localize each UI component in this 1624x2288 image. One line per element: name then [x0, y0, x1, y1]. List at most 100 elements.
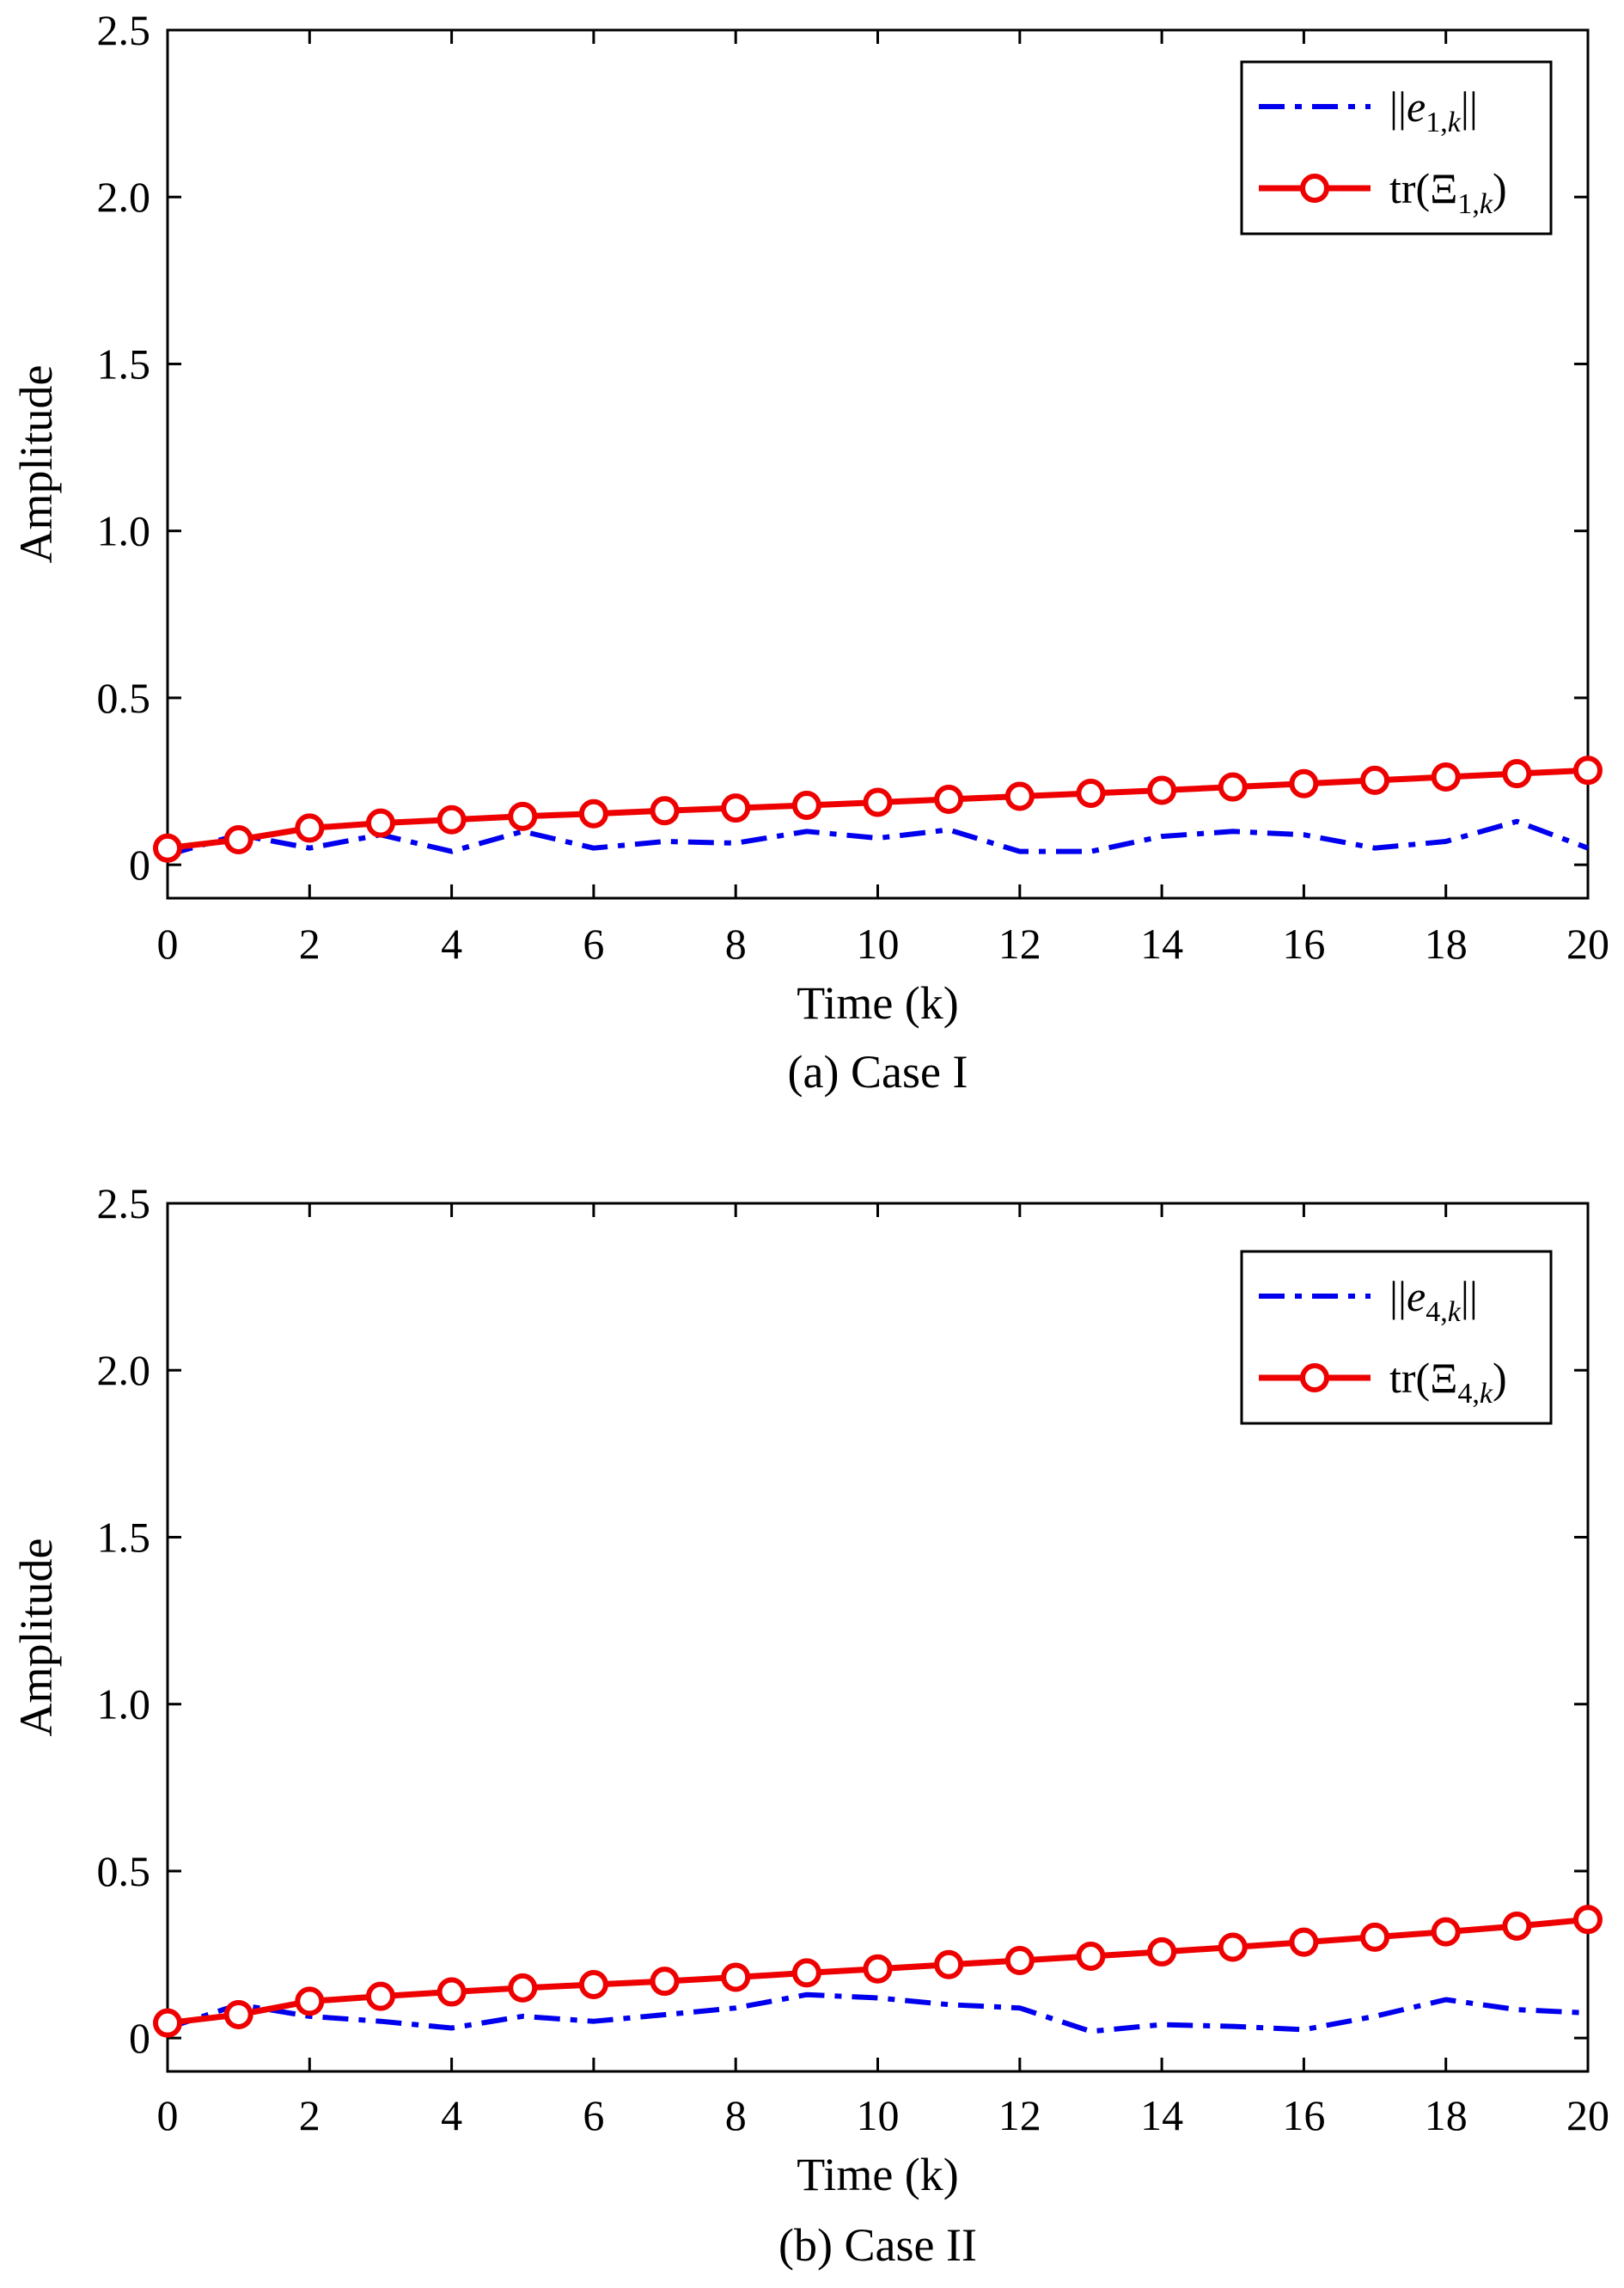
- legend-text-symbol: Ξ: [1430, 164, 1457, 212]
- data-point-marker: [1502, 1912, 1532, 1942]
- data-point-marker: [508, 801, 538, 831]
- x-tick-label: 0: [157, 2091, 179, 2139]
- data-point-marker: [1147, 775, 1177, 805]
- data-point-marker: [578, 1970, 608, 1999]
- y-tick-label: 1.0: [97, 507, 151, 555]
- x-tick-label: 0: [157, 920, 179, 968]
- data-point-marker: [365, 1981, 395, 2011]
- legend-text-subscript-index: k: [1480, 1378, 1493, 1410]
- data-point-marker: [295, 1986, 325, 2016]
- data-point-marker: [153, 2008, 182, 2038]
- legend-text-subscript: 1,: [1426, 107, 1448, 138]
- x-tick-label: 6: [583, 2091, 604, 2139]
- data-point-marker: [578, 798, 608, 829]
- chart-panel-1: 0 0.5 1.0 1.5 2.0 2.5 0 2 4 6 8 10 12 14 16 18 20 Time (k…: [10, 6, 1609, 1098]
- legend-text-prefix: ||: [1389, 83, 1407, 131]
- x-tick-label: 14: [1140, 2091, 1183, 2139]
- data-point-marker: [1076, 779, 1106, 809]
- chart-panel-2: 0 0.5 1.0 1.5 2.0 2.5 0 2 4 6 8 10 12 14 16 18 20 Time (k…: [10, 1179, 1609, 2271]
- x-tick-label: 10: [857, 2091, 900, 2139]
- x-axis-label: Time (k): [797, 977, 959, 1029]
- legend-text-symbol: e: [1407, 1272, 1426, 1320]
- legend-label-2: tr(Ξ4,k): [1389, 1354, 1507, 1410]
- data-point-marker: [863, 1954, 893, 1984]
- x-tick-label: 12: [998, 2091, 1041, 2139]
- legend-text-subscript: 1,: [1457, 188, 1480, 220]
- data-point-marker: [650, 1967, 680, 1997]
- y-tick-label: 2.0: [97, 173, 151, 221]
- y-tick-label: 0.5: [97, 674, 151, 722]
- legend-marker: [1300, 174, 1329, 203]
- data-point-marker: [1218, 772, 1248, 802]
- y-tick-label: 1.0: [97, 1680, 151, 1728]
- data-point-marker: [1289, 1927, 1319, 1957]
- data-point-marker: [1360, 1922, 1390, 1952]
- x-tick-label: 10: [857, 920, 900, 968]
- legend-text-subscript-index: k: [1448, 1296, 1462, 1328]
- data-point-marker: [863, 787, 893, 817]
- y-tick-label: 2.5: [97, 6, 151, 54]
- legend-text-prefix: tr(: [1389, 164, 1430, 212]
- data-point-marker: [791, 1958, 821, 1988]
- data-point-marker: [295, 813, 325, 843]
- data-point-marker: [223, 1999, 253, 2029]
- data-point-marker: [437, 804, 467, 835]
- legend-text-suffix: ): [1493, 1354, 1507, 1402]
- data-point-marker: [650, 796, 680, 826]
- x-tick-label: 20: [1566, 2091, 1609, 2139]
- y-tick-label: 0: [129, 2014, 150, 2062]
- y-tick-label: 1.5: [97, 340, 151, 388]
- y-tick-label: 2.5: [97, 1179, 151, 1227]
- x-tick-label: 16: [1282, 2091, 1325, 2139]
- x-tick-label: 18: [1425, 2091, 1468, 2139]
- legend-box: [1240, 1250, 1553, 1425]
- legend-label-2: tr(Ξ1,k): [1389, 164, 1507, 220]
- legend-text-suffix: ): [1493, 164, 1507, 212]
- data-point-marker: [1147, 1936, 1177, 1967]
- legend-text-subscript: 4,: [1457, 1378, 1480, 1410]
- legend-text-subscript: 4,: [1426, 1296, 1448, 1328]
- y-tick-label: 2.0: [97, 1346, 151, 1394]
- x-tick-label: 2: [299, 920, 321, 968]
- x-tick-label: 18: [1425, 920, 1468, 968]
- data-point-marker: [1076, 1941, 1106, 1971]
- data-point-marker: [934, 1949, 964, 1979]
- series-line-1: [167, 1991, 1589, 2034]
- legend-text-prefix: tr(: [1389, 1354, 1430, 1402]
- y-tick-label: 0: [129, 841, 150, 889]
- legend-label-1: ||e1,k||: [1389, 83, 1478, 138]
- data-point-marker: [1502, 759, 1532, 789]
- legend-label-1: ||e4,k||: [1389, 1272, 1478, 1328]
- legend: ||e1,k||tr(Ξ1,k): [1240, 60, 1553, 236]
- legend-text-subscript-index: k: [1480, 188, 1493, 220]
- x-tick-label: 16: [1282, 920, 1325, 968]
- x-tick-label: 2: [299, 2091, 321, 2139]
- legend-text-suffix: ||: [1461, 83, 1478, 131]
- data-point-marker: [934, 785, 964, 815]
- figure-caption: (a) Case I: [788, 1046, 968, 1098]
- x-tick-label: 14: [1140, 920, 1183, 968]
- data-point-marker: [223, 825, 253, 855]
- data-point-marker: [1004, 1946, 1035, 1976]
- data-point-marker: [791, 791, 821, 821]
- legend-text-suffix: ||: [1461, 1272, 1478, 1320]
- legend-marker: [1300, 1363, 1329, 1392]
- legend-text-symbol: e: [1407, 83, 1426, 131]
- data-point-marker: [1360, 765, 1390, 795]
- data-point-marker: [437, 1977, 467, 2007]
- y-axis-label: Amplitude: [10, 1539, 62, 1737]
- x-axis-label: Time (k): [797, 2149, 959, 2200]
- data-point-marker: [1573, 1905, 1603, 1935]
- x-tick-label: 4: [441, 920, 462, 968]
- data-point-marker: [1431, 762, 1461, 792]
- x-tick-label: 4: [441, 2091, 462, 2139]
- x-tick-label: 6: [583, 920, 604, 968]
- data-point-marker: [365, 808, 395, 838]
- legend-text-prefix: ||: [1389, 1272, 1407, 1320]
- legend-text-subscript-index: k: [1448, 107, 1462, 138]
- data-point-marker: [153, 833, 182, 863]
- legend-box: [1240, 60, 1553, 236]
- data-point-marker: [1289, 768, 1319, 798]
- legend-text-symbol: Ξ: [1430, 1354, 1457, 1402]
